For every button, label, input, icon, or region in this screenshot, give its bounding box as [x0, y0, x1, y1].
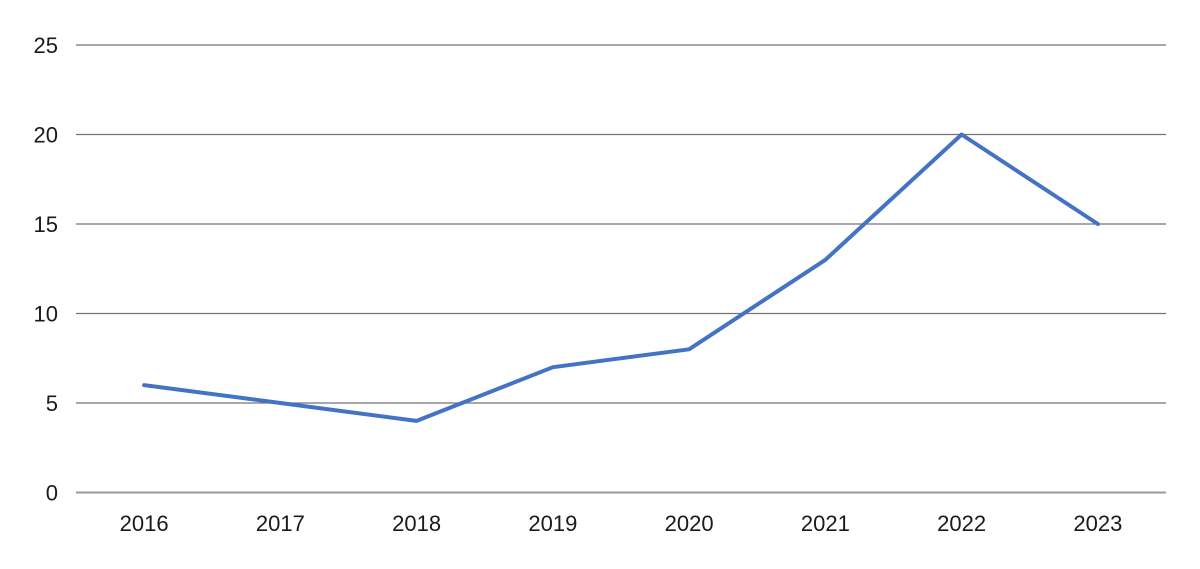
- y-tick-label: 20: [34, 123, 58, 148]
- y-axis-tick-labels: 0 5 10 15 20 25: [34, 33, 58, 506]
- y-tick-label: 5: [46, 391, 58, 416]
- x-tick-label: 2018: [392, 511, 441, 536]
- x-tick-label: 2021: [801, 511, 850, 536]
- x-tick-label: 2023: [1073, 511, 1122, 536]
- y-tick-label: 0: [46, 481, 58, 506]
- series-line: [142, 132, 1100, 423]
- y-tick-label: 15: [34, 212, 58, 237]
- x-axis-tick-labels: 2016 2017 2018 2019 2020 2021 2022 2023: [120, 511, 1123, 536]
- x-tick-label: 2020: [665, 511, 714, 536]
- x-tick-label: 2019: [528, 511, 577, 536]
- gridlines: [76, 44, 1166, 494]
- x-tick-label: 2016: [120, 511, 169, 536]
- y-tick-label: 25: [34, 33, 58, 58]
- x-tick-label: 2022: [937, 511, 986, 536]
- x-tick-label: 2017: [256, 511, 305, 536]
- y-tick-label: 10: [34, 302, 58, 327]
